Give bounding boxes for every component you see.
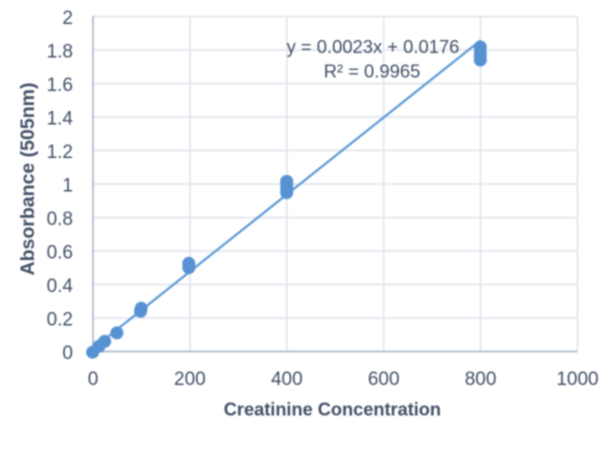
svg-text:0.4: 0.4 [47,276,74,297]
svg-text:0.8: 0.8 [47,209,73,230]
svg-text:600: 600 [368,369,400,390]
svg-text:0.2: 0.2 [47,309,73,330]
svg-text:1.2: 1.2 [47,142,73,163]
svg-text:1.6: 1.6 [47,75,73,96]
svg-text:400: 400 [271,369,303,390]
svg-text:1.4: 1.4 [47,108,74,129]
svg-text:Absorbance (505nm): Absorbance (505nm) [17,83,39,276]
svg-text:1000: 1000 [556,369,598,390]
svg-text:200: 200 [174,369,206,390]
svg-text:1.8: 1.8 [47,41,73,62]
svg-text:0.6: 0.6 [47,242,73,263]
svg-text:800: 800 [465,369,497,390]
svg-text:R² = 0.9965: R² = 0.9965 [324,60,421,81]
svg-text:1: 1 [62,175,73,196]
svg-text:Creatinine Concentration: Creatinine Concentration [224,400,441,420]
svg-text:2: 2 [62,8,73,29]
svg-text:0: 0 [62,343,73,364]
svg-text:0: 0 [88,369,99,390]
svg-text:y = 0.0023x + 0.0176: y = 0.0023x + 0.0176 [287,36,460,57]
